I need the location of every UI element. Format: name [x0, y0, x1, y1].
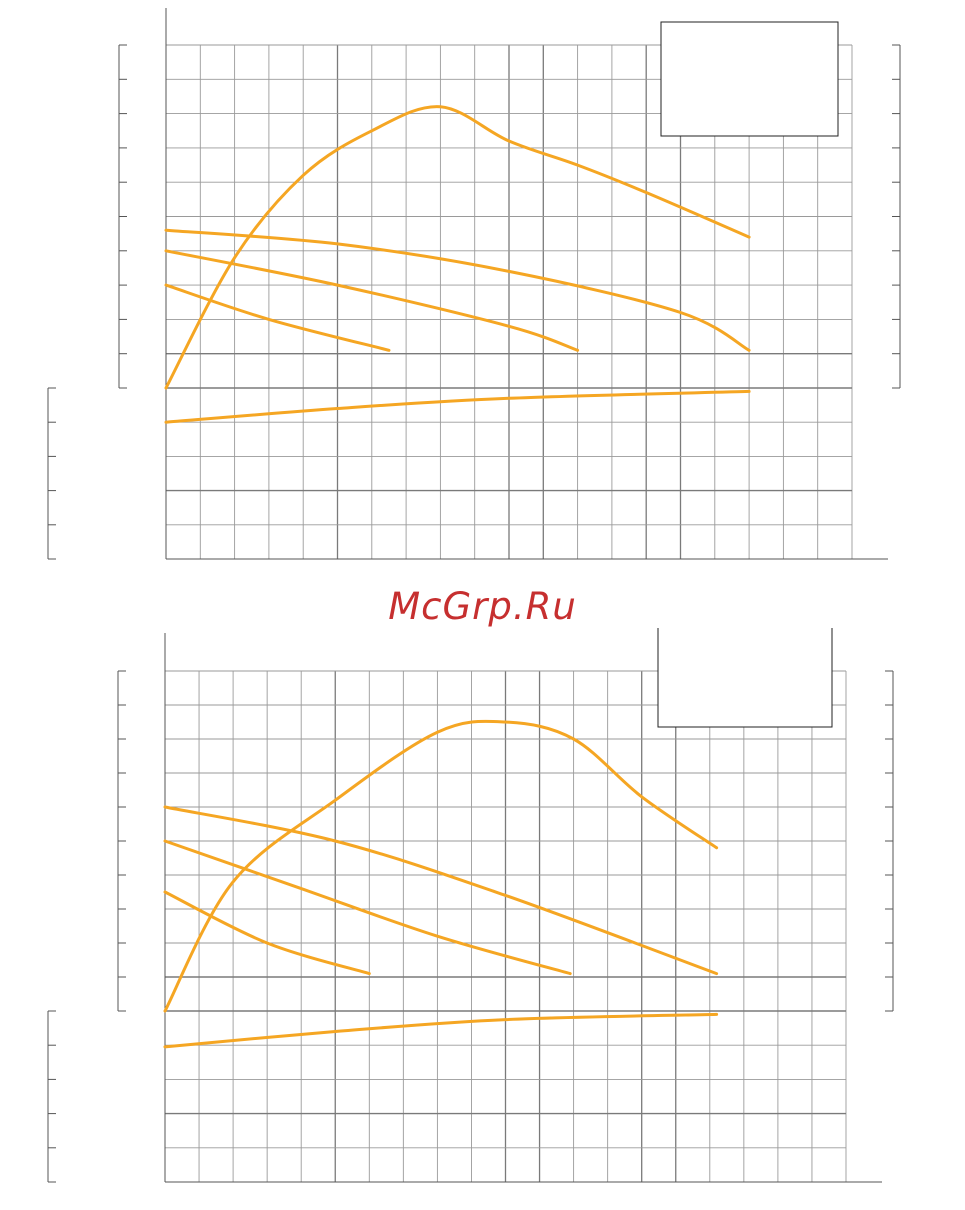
series-line-3: [163, 839, 572, 976]
legend-box: [660, 21, 839, 137]
series-line-3: [164, 249, 580, 352]
series-line-4: [164, 283, 391, 352]
series-line-2: [164, 228, 751, 352]
series-line-4: [163, 890, 371, 976]
series-line-2: [163, 805, 719, 976]
axes: [47, 633, 894, 1183]
grid: [164, 670, 847, 1183]
series-group: [164, 105, 751, 424]
pump-curve-chart-bottom: [47, 628, 894, 1183]
series-line-5: [164, 389, 751, 424]
pump-curve-chart-top: [47, 8, 901, 560]
series-line-1: [164, 105, 751, 390]
series-group: [163, 719, 719, 1049]
series-line-1: [163, 719, 719, 1013]
watermark-text: McGrp.Ru: [388, 585, 577, 628]
legend-box: [657, 628, 833, 728]
series-line-5: [163, 1012, 719, 1049]
axes: [47, 8, 901, 560]
